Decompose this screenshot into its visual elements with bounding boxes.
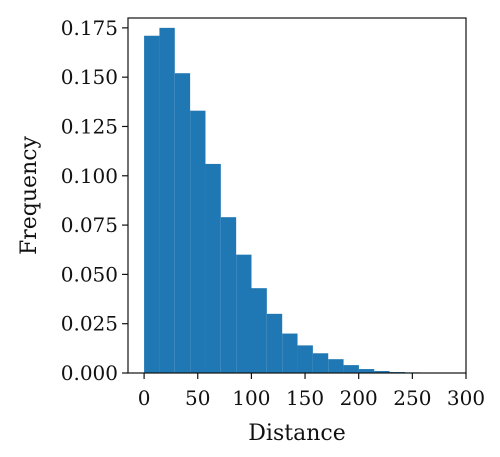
x-tick-label-5: 250 (393, 386, 431, 410)
x-tick-label-1: 50 (185, 386, 210, 410)
y-tick-label-6: 0.150 (61, 65, 118, 89)
x-tick-label-0: 0 (138, 386, 151, 410)
histogram-bar-13 (343, 365, 359, 373)
y-tick-label-1: 0.025 (61, 312, 118, 336)
y-tick-label-2: 0.050 (61, 262, 118, 286)
y-tick-label-3: 0.075 (61, 213, 118, 237)
x-tick-label-6: 300 (447, 386, 485, 410)
y-tick-label-5: 0.125 (61, 114, 118, 138)
histogram-bar-2 (174, 73, 191, 373)
y-tick-label-4: 0.100 (61, 164, 118, 188)
y-tick-label-0: 0.000 (61, 361, 118, 385)
plot-frame (127, 17, 467, 374)
x-axis-title: Distance (248, 421, 345, 446)
y-axis-title: Frequency (17, 135, 42, 255)
histogram-bar-3 (190, 110, 206, 373)
histogram-bar-9 (282, 333, 298, 373)
histogram-bar-6 (236, 254, 252, 373)
histogram-bars (144, 27, 451, 374)
histogram-bar-5 (220, 217, 237, 373)
histogram-bar-15 (374, 371, 390, 373)
y-tick-label-7: 0.175 (61, 16, 118, 40)
histogram-bar-8 (266, 313, 283, 373)
histogram-bar-4 (205, 163, 221, 373)
histogram-bar-12 (328, 359, 344, 373)
histogram-bar-1 (159, 27, 175, 374)
y-axis-ticks: 0.000 0.025 0.050 0.075 0.100 0.125 0.150 0.175 (61, 16, 128, 385)
histogram-bar-7 (251, 288, 267, 373)
histogram-bar-11 (312, 353, 329, 373)
histogram-bar-14 (358, 369, 375, 373)
histogram-bar-0 (144, 35, 160, 373)
x-tick-label-4: 200 (340, 386, 378, 410)
x-axis-ticks: 0 50 100 150 200 250 300 (138, 373, 485, 410)
x-tick-label-3: 150 (286, 386, 324, 410)
x-tick-label-2: 100 (232, 386, 270, 410)
histogram-bar-10 (297, 345, 313, 373)
